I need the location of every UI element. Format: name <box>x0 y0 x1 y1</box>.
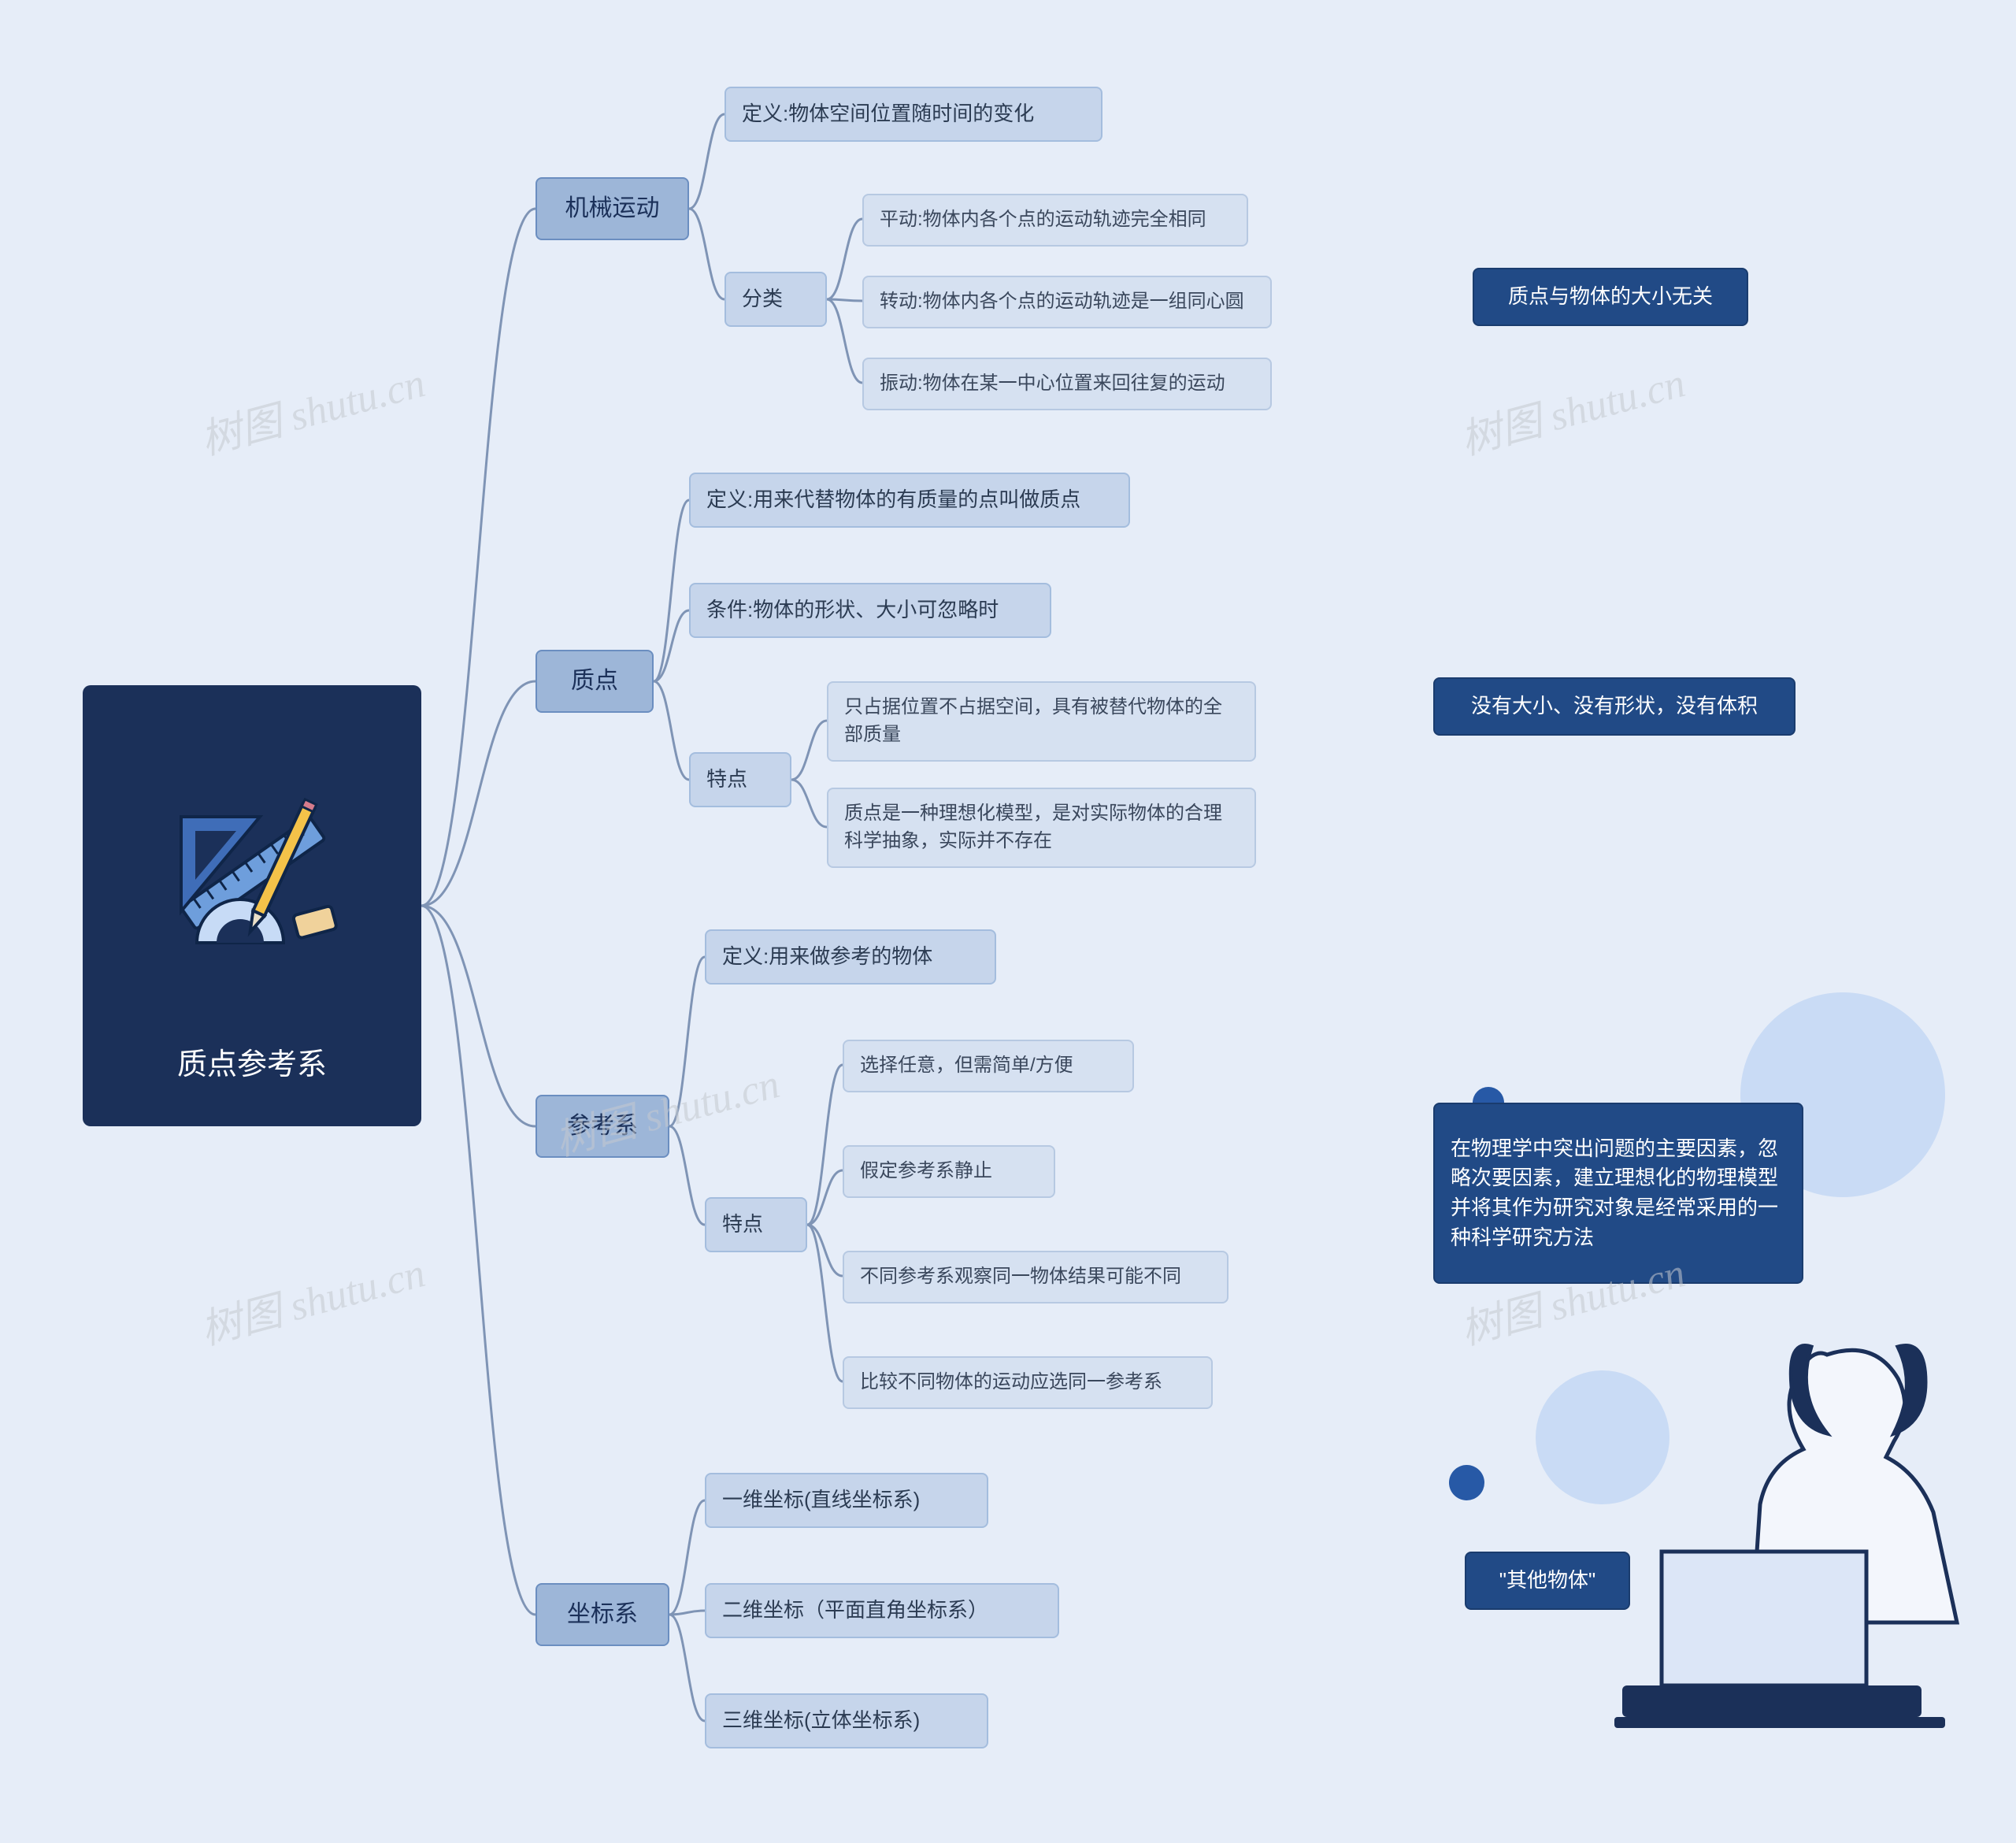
label: 参考系 <box>567 1109 638 1144</box>
text: 特点 <box>722 1210 763 1240</box>
mass-condition[interactable]: 条件:物体的形状、大小可忽略时 <box>689 583 1051 638</box>
root-label: 质点参考系 <box>177 1036 327 1087</box>
text: 不同参考系观察同一物体结果可能不同 <box>860 1263 1181 1291</box>
text: 选择任意，但需简单/方便 <box>860 1052 1073 1080</box>
text: 假定参考系静止 <box>860 1158 992 1185</box>
text: 比较不同物体的运动应选同一参考系 <box>860 1369 1162 1396</box>
note-size-irrelevant[interactable]: 质点与物体的大小无关 <box>1473 268 1748 326</box>
text: 定义:用来代替物体的有质量的点叫做质点 <box>706 485 1080 515</box>
ref-feature-a[interactable]: 选择任意，但需简单/方便 <box>843 1040 1134 1092</box>
text: 质点是一种理想化模型，是对实际物体的合理科学抽象，实际并不存在 <box>844 800 1239 855</box>
note-no-size-shape-volume[interactable]: 没有大小、没有形状，没有体积 <box>1433 677 1796 736</box>
text: 定义:用来做参考的物体 <box>722 942 932 972</box>
text: 分类 <box>742 284 783 314</box>
text: 二维坐标（平面直角坐标系） <box>722 1596 988 1626</box>
note-other-objects[interactable]: "其他物体" <box>1465 1552 1630 1610</box>
watermark: 树图 shutu.cn <box>193 1240 430 1356</box>
text: "其他物体" <box>1499 1566 1595 1596</box>
coord-2d[interactable]: 二维坐标（平面直角坐标系） <box>705 1583 1059 1638</box>
mech-classification[interactable]: 分类 <box>724 272 827 327</box>
mass-feature-b[interactable]: 质点是一种理想化模型，是对实际物体的合理科学抽象，实际并不存在 <box>827 788 1256 868</box>
text: 条件:物体的形状、大小可忽略时 <box>706 595 999 625</box>
text: 没有大小、没有形状，没有体积 <box>1471 692 1758 721</box>
mass-features[interactable]: 特点 <box>689 752 791 807</box>
text: 定义:物体空间位置随时间的变化 <box>742 99 1034 129</box>
mech-vibration[interactable]: 振动:物体在某一中心位置来回往复的运动 <box>862 358 1272 410</box>
text: 三维坐标(立体坐标系) <box>722 1706 920 1736</box>
ref-feature-d[interactable]: 比较不同物体的运动应选同一参考系 <box>843 1356 1213 1409</box>
root-icon <box>106 709 398 1036</box>
branch-reference-frame[interactable]: 参考系 <box>536 1095 669 1158</box>
label: 质点 <box>571 664 618 699</box>
coord-1d[interactable]: 一维坐标(直线坐标系) <box>705 1473 988 1528</box>
text: 质点与物体的大小无关 <box>1508 282 1713 312</box>
mech-definition[interactable]: 定义:物体空间位置随时间的变化 <box>724 87 1102 142</box>
watermark: 树图 shutu.cn <box>193 350 430 466</box>
text: 平动:物体内各个点的运动轨迹完全相同 <box>880 206 1206 234</box>
watermark: 树图 shutu.cn <box>1453 350 1690 466</box>
text: 特点 <box>706 765 747 795</box>
ref-features[interactable]: 特点 <box>705 1197 807 1252</box>
text: 一维坐标(直线坐标系) <box>722 1485 920 1515</box>
root-node[interactable]: 质点参考系 <box>83 685 421 1126</box>
text: 只占据位置不占据空间，具有被替代物体的全部质量 <box>844 694 1239 749</box>
branch-mass-point[interactable]: 质点 <box>536 650 654 713</box>
coord-3d[interactable]: 三维坐标(立体坐标系) <box>705 1693 988 1748</box>
text: 振动:物体在某一中心位置来回往复的运动 <box>880 370 1225 398</box>
mass-definition[interactable]: 定义:用来代替物体的有质量的点叫做质点 <box>689 473 1130 528</box>
mass-feature-a[interactable]: 只占据位置不占据空间，具有被替代物体的全部质量 <box>827 681 1256 762</box>
branch-mechanical-motion[interactable]: 机械运动 <box>536 177 689 240</box>
ref-feature-b[interactable]: 假定参考系静止 <box>843 1145 1055 1198</box>
branch-coordinate-system[interactable]: 坐标系 <box>536 1583 669 1646</box>
text: 在物理学中突出问题的主要因素，忽略次要因素，建立理想化的物理模型并将其作为研究对… <box>1451 1134 1786 1253</box>
label: 坐标系 <box>567 1597 638 1632</box>
label: 机械运动 <box>565 191 660 226</box>
text: 转动:物体内各个点的运动轨迹是一组同心圆 <box>880 288 1244 316</box>
ref-feature-c[interactable]: 不同参考系观察同一物体结果可能不同 <box>843 1251 1228 1303</box>
mech-translation[interactable]: 平动:物体内各个点的运动轨迹完全相同 <box>862 194 1248 247</box>
note-ideal-model-method[interactable]: 在物理学中突出问题的主要因素，忽略次要因素，建立理想化的物理模型并将其作为研究对… <box>1433 1103 1803 1284</box>
mech-rotation[interactable]: 转动:物体内各个点的运动轨迹是一组同心圆 <box>862 276 1272 328</box>
ref-definition[interactable]: 定义:用来做参考的物体 <box>705 929 996 985</box>
